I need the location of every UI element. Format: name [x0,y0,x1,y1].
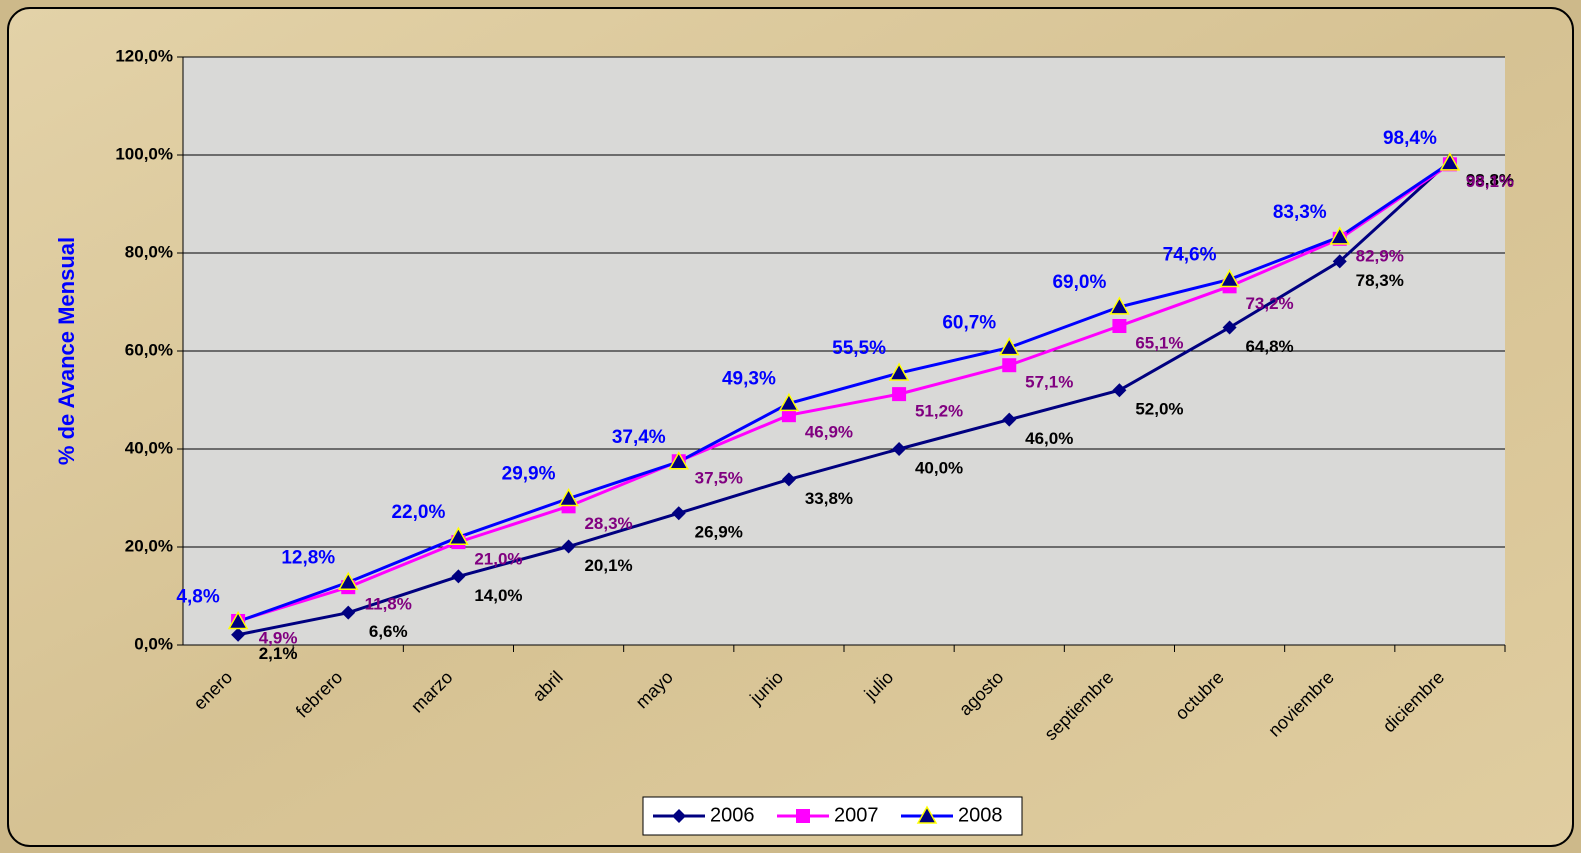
point [451,569,466,584]
point [892,387,907,402]
data-label: 98,4% [1383,128,1437,149]
point [227,610,249,630]
y-tick-label: 80,0% [125,242,173,261]
data-label: 28,3% [584,514,632,533]
data-label: 65,1% [1135,333,1183,352]
point [781,472,796,487]
data-label: 12,8% [281,547,335,568]
y-tick-label: 60,0% [125,340,173,359]
data-label: 29,9% [502,464,556,485]
y-tick-label: 120,0% [115,46,173,65]
data-label: 21,0% [474,550,522,569]
point [1109,296,1130,315]
series-line [237,159,1451,637]
data-label: 46,9% [805,423,853,442]
data-label: 64,8% [1245,337,1293,356]
data-label: 6,6% [369,622,408,641]
y-tick-label: 0,0% [134,634,173,653]
point [561,539,576,554]
data-label: 98,1% [1466,172,1514,191]
point [448,526,469,545]
point [998,337,1020,356]
y-tick-label: 40,0% [125,438,173,457]
data-label: 98,8% [1466,170,1514,189]
data-label: 46,0% [1025,429,1073,448]
point [558,487,579,507]
point [778,392,800,412]
legend-marker [672,809,686,823]
data-label: 4,9% [259,628,298,647]
data-label: 40,0% [915,458,963,477]
data-label: 11,8% [365,595,412,614]
data-label: 4,8% [176,586,219,607]
point [892,442,907,456]
point [1439,152,1461,171]
data-label: 51,2% [915,402,963,421]
point [231,627,246,642]
point [671,506,686,521]
data-label: 78,3% [1356,271,1404,290]
data-label: 57,1% [1025,373,1073,392]
legend-marker [916,805,938,824]
data-label: 26,9% [695,523,743,542]
point [341,605,356,620]
legend-label: 2007 [834,804,879,826]
point [888,362,910,381]
data-label: 52,0% [1135,400,1183,419]
data-label: 14,0% [474,586,522,605]
data-label: 49,3% [722,368,776,389]
point [1002,412,1017,427]
data-label: 69,0% [1052,272,1106,293]
data-label: 20,1% [584,556,632,575]
point [668,451,690,470]
y-tick-label: 100,0% [115,144,173,163]
y-axis-title: % de Avance Mensual [54,237,79,465]
series-line [237,161,1451,623]
legend-marker [796,809,810,823]
data-label: 73,2% [1245,294,1293,313]
point [781,408,796,423]
data-label: 83,3% [1273,202,1327,223]
data-label: 82,9% [1356,246,1404,265]
data-label: 60,7% [942,313,996,334]
point [1002,358,1017,373]
point [1112,383,1127,398]
data-label: 22,0% [391,502,445,523]
legend-label: 2006 [710,804,755,826]
data-label: 55,5% [832,338,886,359]
point [337,571,359,591]
point [1332,254,1347,269]
data-label: 74,6% [1163,244,1217,265]
legend-label: 2008 [958,804,1003,826]
data-label: 2,1% [259,644,298,663]
point [1329,226,1351,245]
data-label: 37,4% [612,427,666,448]
data-label: 33,8% [805,489,853,508]
data-label: 37,5% [695,469,743,488]
point [1112,319,1127,334]
y-tick-label: 20,0% [125,536,173,555]
point [1222,320,1237,335]
series-line [237,163,1451,623]
point [1219,268,1240,288]
legend [642,796,1023,836]
